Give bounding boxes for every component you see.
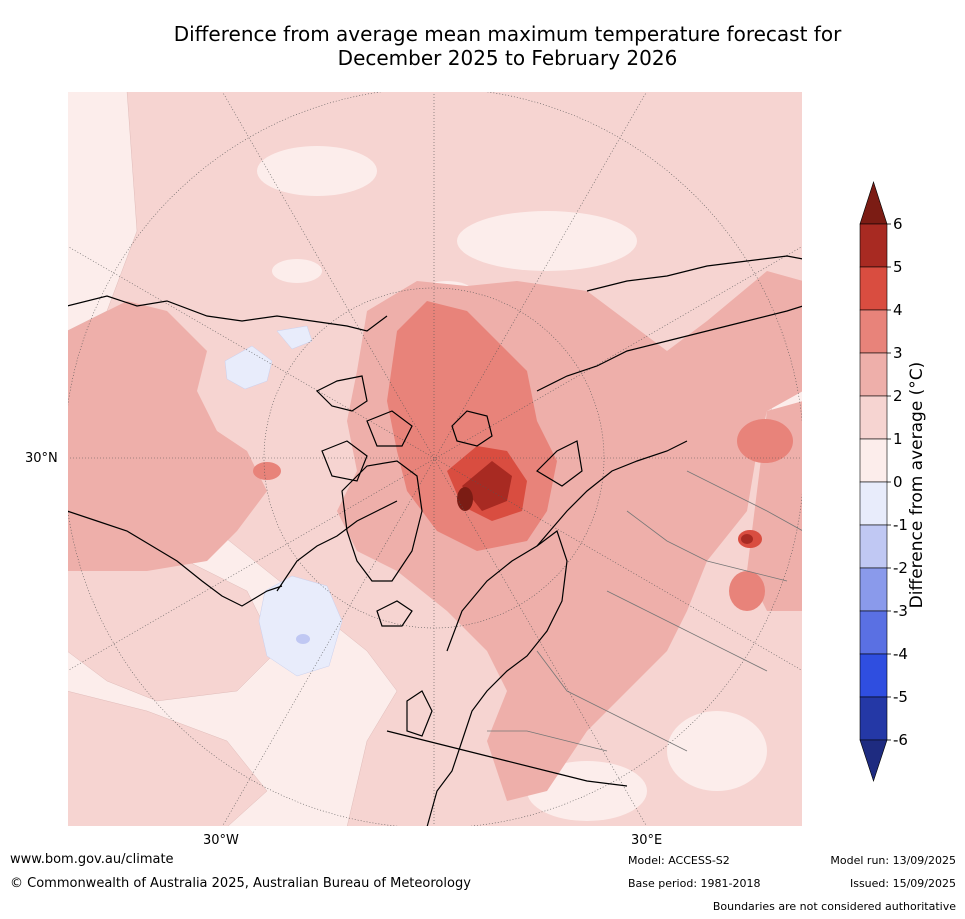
anomaly-minus-1-to-0 [224, 325, 343, 677]
colorbar-tick-label: 0 [893, 473, 903, 491]
colorbar-segment [859, 266, 888, 311]
colorbar-tick-label: -1 [893, 516, 908, 534]
colorbar-tick-label: -5 [893, 688, 908, 706]
colorbar-segment [859, 438, 888, 483]
colorbar-segment [859, 223, 888, 268]
country-borders [487, 470, 803, 752]
lon-label-30w: 30°W [203, 833, 239, 848]
colorbar-tick-label: 1 [893, 430, 903, 448]
colorbar-svg: 6 5 4 3 2 1 0 -1 -2 -3 -4 -5 -6 [859, 181, 908, 782]
colorbar-tick-label: 4 [893, 301, 903, 319]
colorbar-extend-bottom [859, 739, 888, 782]
colorbar-tick-label: 2 [893, 387, 903, 405]
graticule [67, 91, 803, 827]
colorbar-tick-label: 5 [893, 258, 903, 276]
footer-disclaimer: Boundaries are not considered authoritat… [712, 900, 956, 913]
colorbar-segment [859, 395, 888, 440]
colorbar-segment [859, 352, 888, 397]
footer-base-period: Base period: 1981-2018 [628, 877, 761, 890]
colorbar-extend-top [859, 181, 888, 225]
title-line-1: Difference from average mean maximum tem… [173, 22, 842, 46]
colorbar-tick-label: -6 [893, 731, 908, 749]
colorbar-segment [859, 481, 888, 526]
title-line-2: December 2025 to February 2026 [337, 46, 678, 70]
colorbar-tick-label: -4 [893, 645, 908, 663]
lon-label-30e: 30°E [631, 833, 663, 848]
anomaly-minus-2-to-minus-1 [296, 634, 310, 644]
colorbar-title: Difference from average (°C) [907, 361, 927, 609]
lat-label-30n: 30°N [25, 451, 58, 466]
colorbar-tick-label: -2 [893, 559, 908, 577]
footer-model-run: Model run: 13/09/2025 [830, 854, 956, 867]
footer-url[interactable]: www.bom.gov.au/climate [10, 852, 174, 867]
anomaly-above-6 [457, 487, 473, 511]
colorbar-tick-label: 3 [893, 344, 903, 362]
forecast-map [67, 91, 803, 827]
colorbar-segment [859, 567, 888, 612]
colorbar: 6 5 4 3 2 1 0 -1 -2 -3 -4 -5 -6 [855, 180, 965, 785]
colorbar-tick-label: 6 [893, 215, 903, 233]
colorbar-segment [859, 696, 888, 741]
footer-issued: Issued: 15/09/2025 [849, 877, 956, 890]
map-title: Difference from average mean maximum tem… [60, 22, 955, 70]
coastlines [67, 255, 803, 827]
colorbar-tick-label: -3 [893, 602, 908, 620]
colorbar-segment [859, 524, 888, 569]
colorbar-segment [859, 309, 888, 354]
colorbar-segment [859, 610, 888, 655]
footer-model: Model: ACCESS-S2 [628, 854, 730, 867]
footer-copyright: © Commonwealth of Australia 2025, Austra… [10, 876, 471, 891]
anomaly-5-to-6 [462, 461, 753, 544]
colorbar-segment [859, 653, 888, 698]
map-svg [67, 91, 803, 827]
